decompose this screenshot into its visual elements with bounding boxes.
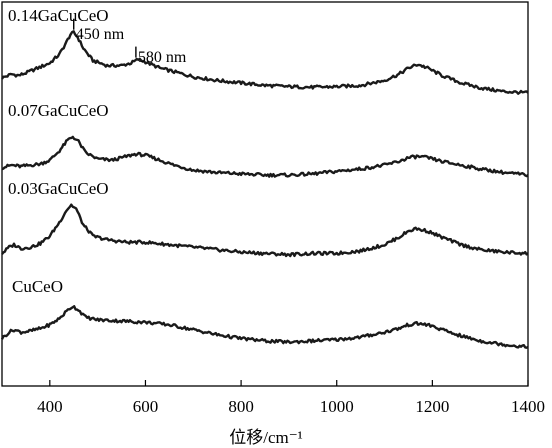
- plot-frame: [1, 1, 529, 387]
- x-tick-label: 1400: [511, 397, 545, 416]
- annotation-label: 580 nm: [138, 49, 187, 66]
- x-ticks: 400 600 800 1000 1200 1400: [37, 380, 545, 416]
- series-line-0.03GaCuCeO: [1, 203, 529, 258]
- series-line-0.14GaCuCeO: [0, 30, 529, 95]
- x-tick-label: 800: [228, 397, 254, 416]
- annotations: 450 nm 580 nm: [73, 18, 187, 66]
- series-label-0.03GaCuCeO: 0.03GaCuCeO: [8, 179, 109, 198]
- x-tick-label: 1200: [415, 397, 449, 416]
- x-tick-label: 400: [37, 397, 63, 416]
- series-line-0.07GaCuCeO: [1, 135, 529, 178]
- series-label-0.14GaCuCeO: 0.14GaCuCeO: [8, 6, 109, 25]
- series-label-0.07GaCuCeO: 0.07GaCuCeO: [8, 101, 109, 120]
- x-tick-label: 1000: [320, 397, 354, 416]
- series-line-CuCeO: [0, 305, 529, 349]
- series-label-CuCeO: CuCeO: [12, 277, 63, 296]
- series-group: [0, 30, 529, 349]
- annotation-label: 450 nm: [76, 26, 125, 43]
- series-labels: 0.14GaCuCeO 0.07GaCuCeO 0.03GaCuCeO CuCeO: [8, 6, 109, 296]
- x-tick-label: 600: [133, 397, 159, 416]
- x-axis-label: 位移/cm⁻¹: [229, 428, 303, 447]
